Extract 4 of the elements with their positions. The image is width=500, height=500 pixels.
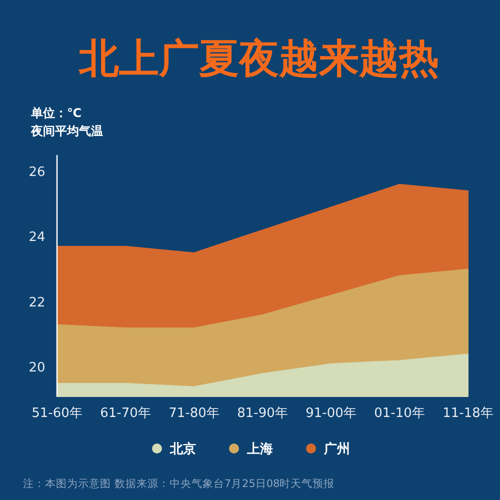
- ylabel: 单位：℃: [31, 106, 82, 120]
- annotation: 注：本图为示意图 数据来源：中央气象台7月25日08时天气预报: [23, 478, 335, 490]
- title: 北上广夏夜越来越热: [79, 36, 439, 82]
- subtitle: 夜间平均气温: [31, 124, 103, 138]
